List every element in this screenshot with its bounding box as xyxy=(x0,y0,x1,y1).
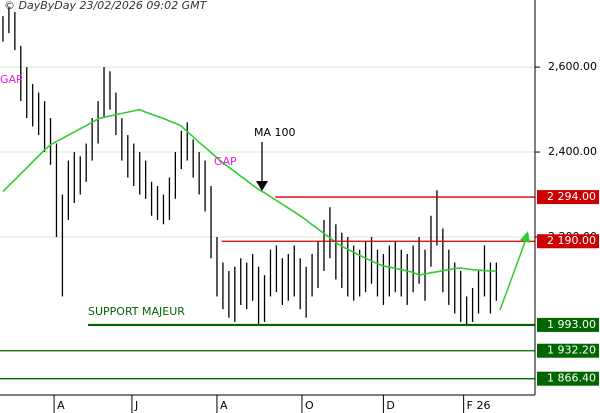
level-box xyxy=(537,190,599,205)
trend-arrowhead xyxy=(520,231,530,243)
level-box xyxy=(537,317,599,332)
gap-label: GAP xyxy=(214,155,237,168)
chart-title: © DayByDay 23/02/2026 09:02 GMT xyxy=(4,0,208,12)
x-tick-label: O xyxy=(305,399,314,412)
support-label: SUPPORT MAJEUR xyxy=(88,305,185,318)
plot xyxy=(0,7,535,380)
y-tick-label: 2,400.00 xyxy=(548,145,597,158)
level-label: 1 993.00 xyxy=(547,318,596,331)
level-label: 2 294.00 xyxy=(547,190,596,203)
gap-label: GAP xyxy=(0,73,23,86)
moving-average xyxy=(2,108,497,277)
x-tick-label: A xyxy=(220,399,228,412)
level-box xyxy=(537,234,599,249)
y-tick-label: 2,600.00 xyxy=(548,60,597,73)
x-tick-label: D xyxy=(386,399,394,412)
ma-label: MA 100 xyxy=(254,126,296,139)
level-label: 2 190.00 xyxy=(547,234,596,247)
grid xyxy=(0,66,535,238)
level-label: 1 866.40 xyxy=(547,372,596,385)
ma-arrowhead xyxy=(256,181,268,191)
trend-arrow xyxy=(499,241,526,311)
x-tick-label: A xyxy=(57,399,65,412)
x-tick-label: F 26 xyxy=(467,399,491,412)
x-tick-label: J xyxy=(134,399,138,412)
level-box xyxy=(537,371,599,386)
level-box xyxy=(537,343,599,358)
level-label: 1 932.20 xyxy=(547,344,596,357)
